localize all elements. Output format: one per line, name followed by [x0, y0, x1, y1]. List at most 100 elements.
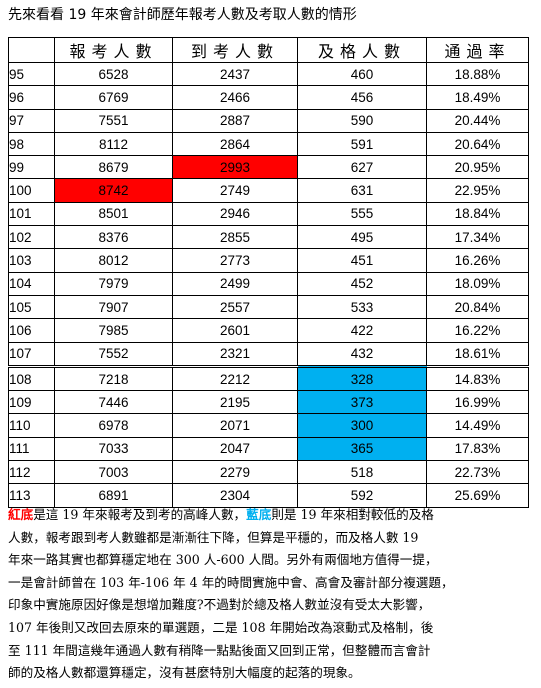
applied-cell: 8012 — [54, 248, 173, 273]
table-row: 111 7033 2047 365 17.83% — [8, 436, 529, 462]
attended-cell: 2946 — [172, 201, 298, 227]
year-cell: 96 — [8, 85, 55, 110]
year-cell: 101 — [8, 201, 55, 227]
attended-cell: 2071 — [172, 413, 298, 438]
note-line: 一是會計師曾在 103 年-106 年 4 年的時間實施中會、高會及審計部分複選… — [8, 574, 454, 590]
year-cell: 98 — [8, 131, 55, 157]
rate-cell: 18.09% — [426, 271, 529, 296]
note-line: 107 年後則又改回去原來的單選題，二是 108 年開始改為滾動式及格制，後 — [8, 619, 434, 635]
header-applied: 報考人數 — [54, 37, 173, 63]
note-line: 年來一路其實也都算穩定地在 300 人-600 人間。另外有兩個地方值得一提， — [8, 552, 438, 568]
blue-keyword: 藍底 — [246, 507, 272, 522]
applied-cell: 8112 — [54, 131, 173, 157]
applied-cell: 6978 — [54, 413, 173, 438]
attended-cell: 2279 — [172, 460, 298, 485]
passed-cell: 627 — [297, 155, 427, 180]
passed-cell: 631 — [297, 178, 427, 203]
header-attended: 到考人數 — [172, 37, 298, 63]
rate-cell: 22.73% — [426, 460, 529, 485]
passed-cell: 592 — [297, 483, 427, 508]
attended-cell: 2601 — [172, 318, 298, 343]
table-row: 110 6978 2071 300 14.49% — [8, 413, 529, 438]
passed-cell: 590 — [297, 108, 427, 133]
table-row: 97 7551 2887 590 20.44% — [8, 108, 529, 133]
table-row: 102 8376 2855 495 17.34% — [8, 225, 529, 250]
note-line: 師的及格人數都還算穩定，沒有甚麼特別大幅度的起落的現象。 — [8, 665, 361, 681]
rate-cell: 16.99% — [426, 390, 529, 415]
year-cell: 112 — [8, 460, 55, 485]
applied-cell: 7985 — [54, 318, 173, 343]
rate-cell: 20.44% — [426, 108, 529, 133]
attended-cell: 2212 — [172, 364, 298, 392]
applied-cell: 6891 — [54, 483, 173, 508]
passed-cell: 452 — [297, 271, 427, 296]
table-row: 109 7446 2195 373 16.99% — [8, 390, 529, 415]
note-text: 則是 19 年來相對較低的及格 — [271, 507, 434, 522]
table-row: 95 6528 2437 460 18.88% — [8, 61, 529, 87]
passed-cell: 365 — [297, 436, 427, 462]
applied-cell: 7907 — [54, 294, 173, 320]
year-cell: 111 — [8, 436, 55, 462]
applied-cell: 7979 — [54, 271, 173, 296]
year-cell: 99 — [8, 155, 55, 180]
applied-cell: 7033 — [54, 436, 173, 462]
analysis-note: 紅底是這 19 年來報考及到考的高峰人數，藍底則是 19 年來相對較低的及格 人… — [8, 504, 532, 685]
year-cell: 110 — [8, 413, 55, 438]
table-row: 108 7218 2212 328 14.83% — [8, 364, 529, 392]
year-cell: 106 — [8, 318, 55, 343]
note-line-1: 紅底是這 19 年來報考及到考的高峰人數，藍底則是 19 年來相對較低的及格 — [8, 504, 532, 527]
passed-cell: 533 — [297, 294, 427, 320]
rate-cell: 17.83% — [426, 436, 529, 462]
passed-cell: 456 — [297, 85, 427, 110]
applied-cell: 8679 — [54, 155, 173, 180]
note-line: 印象中實施原因好像是想增加難度?不過對於總及格人數並沒有受太大影響， — [8, 597, 431, 613]
year-cell: 107 — [8, 341, 55, 367]
attended-cell: 2993 — [172, 155, 298, 180]
rate-cell: 16.26% — [426, 248, 529, 273]
attended-cell: 2047 — [172, 436, 298, 462]
table-row: 99 8679 2993 627 20.95% — [8, 155, 529, 180]
rate-cell: 20.84% — [426, 294, 529, 320]
table-row: 103 8012 2773 451 16.26% — [8, 248, 529, 273]
rate-cell: 18.61% — [426, 341, 529, 367]
year-cell: 108 — [8, 364, 55, 392]
rate-cell: 25.69% — [426, 483, 529, 508]
attended-cell: 2437 — [172, 61, 298, 87]
passed-cell: 432 — [297, 341, 427, 367]
table-row: 105 7907 2557 533 20.84% — [8, 294, 529, 320]
rate-cell: 17.34% — [426, 225, 529, 250]
rate-cell: 18.88% — [426, 61, 529, 87]
note-text: 是這 19 年來報考及到考的高峰人數， — [33, 507, 247, 522]
table-row: 106 7985 2601 422 16.22% — [8, 318, 529, 343]
header-year — [8, 37, 55, 63]
passed-cell: 591 — [297, 131, 427, 157]
passed-cell: 451 — [297, 248, 427, 273]
attended-cell: 2499 — [172, 271, 298, 296]
passed-cell: 300 — [297, 413, 427, 438]
table-row: 96 6769 2466 456 18.49% — [8, 85, 529, 110]
rate-cell: 18.49% — [426, 85, 529, 110]
year-cell: 109 — [8, 390, 55, 415]
attended-cell: 2773 — [172, 248, 298, 273]
year-cell: 95 — [8, 61, 55, 87]
table-row: 98 8112 2864 591 20.64% — [8, 131, 529, 157]
rate-cell: 14.49% — [426, 413, 529, 438]
passed-cell: 518 — [297, 460, 427, 485]
applied-cell: 7551 — [54, 108, 173, 133]
applied-cell: 8742 — [54, 178, 173, 203]
year-cell: 105 — [8, 294, 55, 320]
table-row: 100 8742 2749 631 22.95% — [8, 178, 529, 203]
attended-cell: 2195 — [172, 390, 298, 415]
applied-cell: 8501 — [54, 201, 173, 227]
exam-stats-table: 報考人數 到考人數 及格人數 通過率 95 6528 2437 460 18.88% 96… — [8, 37, 529, 508]
rate-cell: 20.95% — [426, 155, 529, 180]
passed-cell: 328 — [297, 364, 427, 392]
year-cell: 102 — [8, 225, 55, 250]
rate-cell: 20.64% — [426, 131, 529, 157]
table-row: 104 7979 2499 452 18.09% — [8, 271, 529, 296]
rate-cell: 22.95% — [426, 178, 529, 203]
header-passed: 及格人數 — [297, 37, 427, 63]
passed-cell: 460 — [297, 61, 427, 87]
attended-cell: 2864 — [172, 131, 298, 157]
passed-cell: 555 — [297, 201, 427, 227]
